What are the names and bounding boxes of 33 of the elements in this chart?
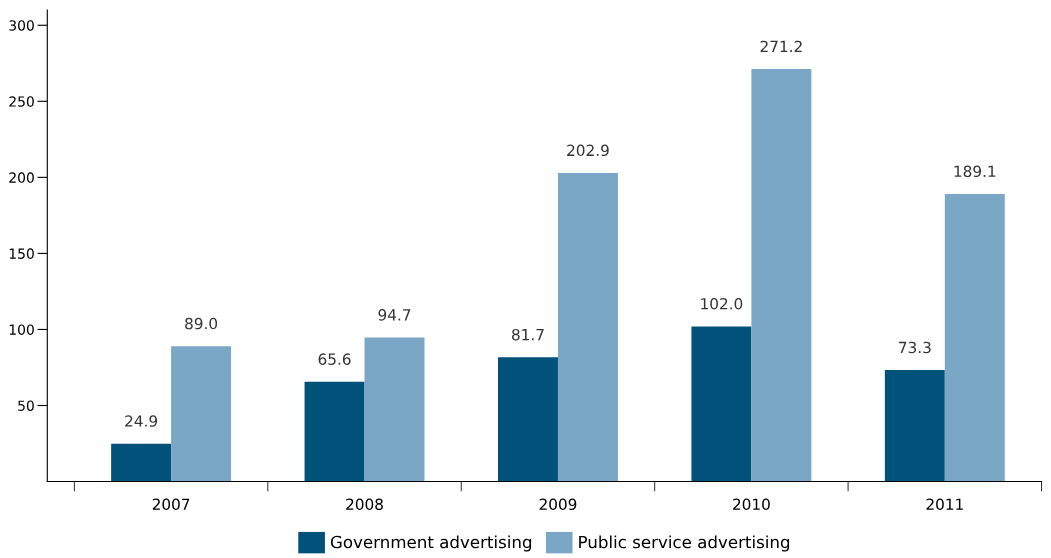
y-tick-label: 250 [9, 96, 34, 107]
data-label: 102.0 [701, 298, 743, 310]
bar [364, 337, 425, 482]
legend-label: Public service advertising [579, 535, 790, 552]
bar [497, 357, 558, 482]
legend-label: Government advertising [330, 535, 532, 552]
data-label: 81.7 [512, 328, 544, 341]
y-tick-label: 150 [9, 248, 34, 259]
data-label: 89.0 [185, 317, 218, 330]
bar [171, 346, 232, 482]
y-tick-label: 200 [9, 172, 34, 183]
data-label: 189.1 [954, 165, 996, 178]
bar [944, 193, 1005, 482]
bar [557, 172, 618, 482]
data-label: 65.6 [318, 353, 351, 365]
data-label: 24.9 [125, 415, 158, 427]
bar [751, 69, 812, 482]
data-label: 94.7 [378, 309, 411, 321]
bar [111, 443, 172, 482]
y-tick-label: 50 [18, 400, 34, 411]
data-label: 271.2 [760, 40, 802, 52]
bar [884, 370, 945, 482]
x-tick-label: 2008 [346, 498, 383, 511]
y-tick-label: 100 [9, 324, 34, 335]
data-label: 73.3 [899, 341, 931, 354]
bar [691, 326, 752, 482]
x-tick-label: 2009 [539, 498, 577, 511]
bar [304, 381, 365, 482]
data-label: 202.9 [567, 144, 609, 157]
x-tick-label: 2011 [926, 498, 963, 511]
x-tick-label: 2010 [733, 498, 770, 511]
y-tick-label: 300 [9, 20, 34, 31]
x-tick-label: 2007 [152, 498, 190, 511]
